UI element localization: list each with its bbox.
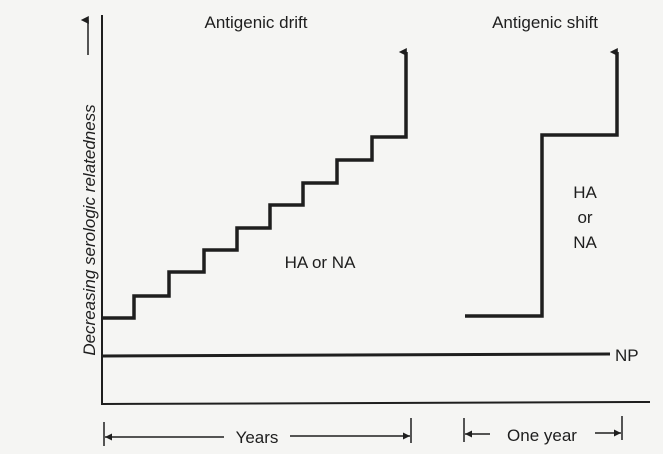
shift-curve-label-na: NA bbox=[573, 233, 597, 252]
shift-step bbox=[465, 48, 619, 318]
drift-curve-label: HA or NA bbox=[285, 253, 357, 272]
one-year-label: One year bbox=[507, 426, 577, 445]
shift-curve-label-or: or bbox=[577, 208, 592, 227]
drift-staircase bbox=[102, 48, 408, 320]
shift-title: Antigenic shift bbox=[492, 13, 598, 32]
x-axis bbox=[101, 401, 651, 405]
years-label: Years bbox=[236, 428, 279, 447]
shift-curve-label-ha: HA bbox=[573, 183, 597, 202]
y-axis-label: Decreasing serologic relatedness bbox=[80, 104, 99, 356]
drift-title: Antigenic drift bbox=[205, 13, 308, 32]
np-line bbox=[101, 352, 611, 358]
np-label: NP bbox=[615, 346, 639, 365]
